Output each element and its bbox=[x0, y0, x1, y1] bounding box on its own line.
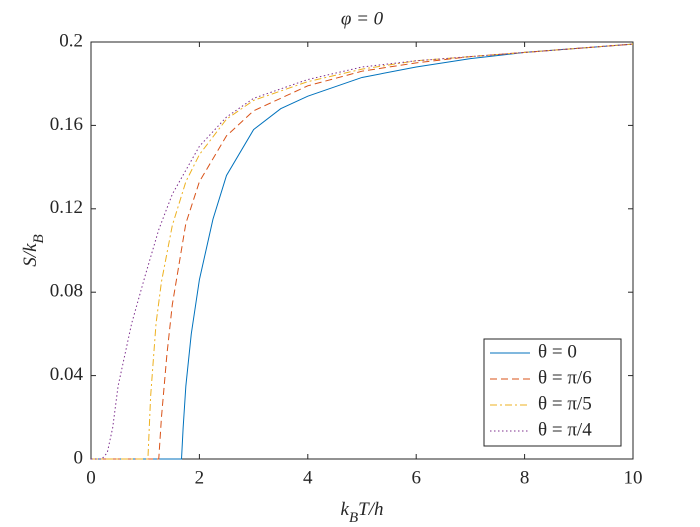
data-line bbox=[91, 43, 634, 460]
y-tick-label: 0.16 bbox=[50, 114, 83, 135]
y-axis-label: S/kB bbox=[20, 234, 47, 266]
x-axis-label-part: k bbox=[341, 499, 350, 520]
x-axis-label-part: T/h bbox=[358, 499, 383, 520]
legend-label: θ = π/4 bbox=[538, 419, 592, 440]
legend-label: θ = 0 bbox=[538, 341, 577, 362]
x-tick-label: 6 bbox=[411, 467, 421, 488]
chart-title: φ = 0 bbox=[341, 8, 384, 29]
data-line bbox=[91, 43, 634, 460]
y-tick-label: 0.08 bbox=[50, 281, 83, 302]
legend-label: θ = π/5 bbox=[538, 393, 592, 414]
x-tick-label: 0 bbox=[86, 467, 96, 488]
y-axis-label-part: B bbox=[31, 234, 47, 243]
x-tick-label: 4 bbox=[303, 467, 313, 488]
y-tick-label: 0.2 bbox=[59, 30, 83, 51]
x-axis-label-part: B bbox=[349, 510, 358, 526]
x-tick-label: 8 bbox=[520, 467, 530, 488]
data-line bbox=[91, 43, 634, 460]
x-tick-label: 2 bbox=[195, 467, 205, 488]
x-tick-label: 10 bbox=[624, 467, 643, 488]
y-tick-label: 0.12 bbox=[50, 197, 83, 218]
y-tick-label: 0.04 bbox=[50, 364, 84, 385]
y-axis-label-part: S/k bbox=[20, 243, 41, 267]
legend bbox=[483, 338, 622, 447]
data-line bbox=[91, 43, 634, 460]
legend-label: θ = π/6 bbox=[538, 367, 592, 388]
y-tick-label: 0 bbox=[74, 447, 84, 468]
x-axis-label: kBT/h bbox=[341, 499, 384, 526]
